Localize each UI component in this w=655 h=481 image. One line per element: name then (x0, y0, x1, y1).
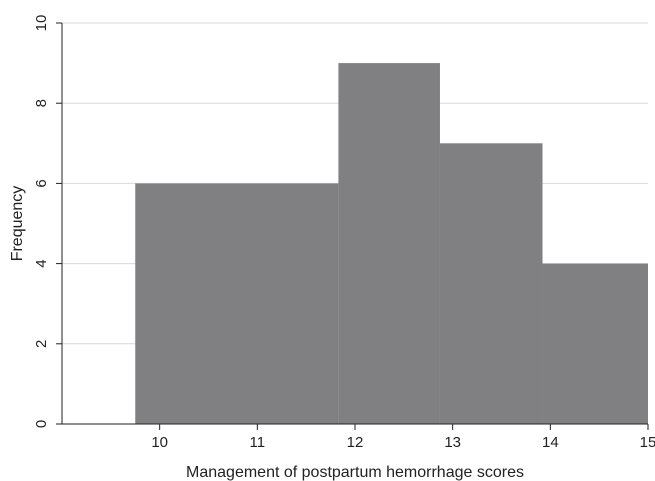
x-axis-title: Management of postpartum hemorrhage scor… (186, 464, 524, 481)
y-tick-label-0: 0 (33, 420, 50, 428)
y-tick-label-4: 8 (33, 99, 50, 107)
x-tick-label-0: 10 (151, 434, 168, 451)
histogram-bar-0 (135, 183, 339, 424)
x-tick-label-4: 14 (542, 434, 559, 451)
x-tick-label-3: 13 (444, 434, 461, 451)
histogram-bar-1 (338, 63, 440, 424)
y-tick-label-2: 4 (33, 259, 50, 267)
y-axis-title: Frequency (9, 186, 26, 262)
histogram-bar-3 (542, 263, 648, 424)
y-tick-label-5: 10 (33, 15, 50, 32)
y-tick-label-1: 2 (33, 340, 50, 348)
x-tick-label-2: 12 (347, 434, 364, 451)
histogram-bar-2 (439, 143, 543, 425)
x-axis-ticks: 10 11 12 13 14 15 (151, 424, 655, 451)
x-tick-label-5: 15 (640, 434, 655, 451)
y-tick-label-3: 6 (33, 179, 50, 187)
y-axis-ticks: 0 2 4 6 8 10 (33, 15, 62, 428)
x-tick-label-1: 11 (250, 434, 266, 451)
histogram-bars (135, 63, 648, 425)
